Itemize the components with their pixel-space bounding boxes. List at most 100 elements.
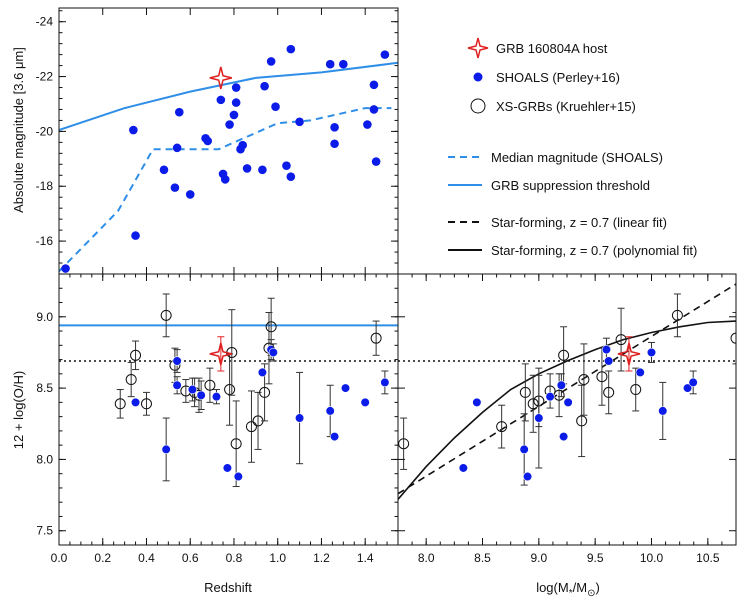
bottom-right-xtick-label: 10.5 xyxy=(696,551,720,565)
bottom-left-ytick-label: 9.0 xyxy=(36,310,53,324)
top-left-shoals-point xyxy=(369,105,379,114)
top-left-shoals-point xyxy=(172,143,182,153)
bottom-right-shoals-point xyxy=(688,377,698,388)
bottom-left-shoals-point xyxy=(211,392,222,402)
bottom-right-grb-host-star xyxy=(617,342,641,366)
top-left-shoals-point xyxy=(231,83,241,92)
top-left-shoals-point xyxy=(170,183,180,192)
bottom-right-xtick-label: 10.0 xyxy=(640,551,664,565)
top-left-shoals-point xyxy=(286,44,296,54)
bottom-left-shoals-point xyxy=(360,397,370,407)
bottom-left-xsgrb-point xyxy=(160,309,172,321)
top-left-shoals-point xyxy=(295,117,304,127)
top-left-shoals-point xyxy=(129,125,138,135)
bottom-left-shoals-point xyxy=(172,356,182,366)
bottom-right-xsgrb-point xyxy=(576,415,588,427)
bottom-left-shoals-point xyxy=(233,471,243,482)
bottom-right-shoals-point xyxy=(658,406,668,416)
bottom-right-xtick-label: 9.5 xyxy=(587,551,604,565)
bottom-left-xsgrb-point xyxy=(130,349,142,361)
bottom-left-xsgrb-point xyxy=(259,386,271,398)
top-left-shoals-point xyxy=(380,50,390,59)
top-left-shoals-point xyxy=(229,110,239,120)
legend-item: Star-forming, z = 0.7 (polynomial fit) xyxy=(448,243,697,258)
bottom-right-shoals-point xyxy=(646,347,657,358)
x-axis-title-redshift: Redshift xyxy=(204,580,252,595)
legend-item: XS-GRBs (Kruehler+15) xyxy=(470,98,636,114)
bottom-right-xsgrb-point xyxy=(496,421,508,433)
bottom-right-xsgrb-point xyxy=(578,374,590,386)
bottom-right-plot-area xyxy=(398,283,736,500)
top-left-shoals-point xyxy=(271,102,280,112)
bottom-left-shoals-point xyxy=(187,384,198,395)
legend-item: GRB 160804A host xyxy=(467,37,608,59)
bottom-right-xsgrb-point xyxy=(671,309,683,321)
top-left-grb-host-star xyxy=(209,66,232,90)
bottom-right-xsgrb-point xyxy=(730,332,736,344)
top-left-shoals-point xyxy=(185,190,195,199)
bottom-right-shoals-point xyxy=(556,380,566,390)
bottom-left-xsgrb-point xyxy=(230,438,242,450)
bottom-right-shoals-point xyxy=(472,397,482,407)
top-left-shoals-point xyxy=(369,80,379,90)
top-left-shoals-point xyxy=(339,59,348,69)
bottom-right-shoals-point xyxy=(545,392,555,402)
bottom-left-grb-host-star xyxy=(209,342,232,366)
legend-label: SHOALS (Perley+16) xyxy=(496,70,620,85)
top-left-ytick-label: -20 xyxy=(36,124,54,138)
legend: GRB 160804A host SHOALS (Perley+16) XS-GRB… xyxy=(448,37,697,258)
bottom-left-shoals-point xyxy=(196,390,206,400)
top-left-ytick-label: -24 xyxy=(36,15,54,29)
bottom-left-xsgrb-point xyxy=(224,384,236,396)
bottom-left-shoals-point xyxy=(294,413,305,423)
bottom-right-xsgrb-point xyxy=(603,386,615,398)
bottom-right-series-line xyxy=(398,320,736,500)
bottom-left-shoals-point xyxy=(325,406,335,416)
bottom-left-ytick-label: 7.5 xyxy=(36,524,53,538)
top-left-series-line xyxy=(59,61,398,131)
bottom-left-xtick-label: 0.4 xyxy=(138,551,155,565)
bottom-right-shoals-point xyxy=(522,471,533,482)
top-left-shoals-point xyxy=(266,57,276,66)
bottom-right-shoals-point xyxy=(682,383,693,393)
top-left-shoals-point xyxy=(231,98,241,107)
top-left-shoals-point xyxy=(371,157,381,166)
bottom-left-plot-area xyxy=(59,293,398,488)
bottom-left-shoals-point xyxy=(161,444,171,455)
y-axis-title-top: Absolute magnitude [3.6 μm] xyxy=(11,47,26,213)
legend-star-marker xyxy=(467,37,489,59)
legend-open-marker xyxy=(470,98,486,114)
top-left-shoals-point xyxy=(325,59,335,69)
legend-label: Star-forming, z = 0.7 (polynomial fit) xyxy=(491,243,697,258)
legend-label: Median magnitude (SHOALS) xyxy=(491,150,663,165)
top-left-shoals-point xyxy=(258,165,267,175)
bottom-left-shoals-point xyxy=(380,377,390,388)
panel-bottom-right: 8.0 8.5 9.0 9.5 10.0 10.5 xyxy=(397,273,737,565)
legend-label: Star-forming, z = 0.7 (linear fit) xyxy=(491,215,667,230)
bottom-left-xtick-label: 0.8 xyxy=(226,551,243,565)
bottom-right-xtick-label: 8.5 xyxy=(474,551,491,565)
top-left-ytick-label: -18 xyxy=(36,179,54,193)
bottom-left-xsgrb-point xyxy=(114,398,126,410)
bottom-right-shoals-point xyxy=(458,463,468,473)
bottom-left-xsgrb-point xyxy=(204,379,216,391)
bottom-left-shoals-point xyxy=(268,347,278,358)
panel-bottom-left: 7.5 8.0 8.5 9.0 0.0 0.2 0.4 0.6 0.8 1.0 1.2 1.4 xyxy=(36,273,399,565)
top-left-ytick-label: -16 xyxy=(36,234,54,248)
bottom-left-xsgrb-point xyxy=(265,321,277,333)
bottom-right-shoals-point xyxy=(534,413,544,423)
top-left-shoals-point xyxy=(286,172,296,181)
bottom-left-shoals-point xyxy=(130,397,141,407)
y-axis-title-bottom: 12 + log(O/H) xyxy=(11,371,26,449)
bottom-left-xsgrb-point xyxy=(370,332,382,344)
legend-label: GRB 160804A host xyxy=(496,41,608,56)
top-left-shoals-point xyxy=(330,122,339,132)
top-left-shoals-point xyxy=(242,164,252,173)
bottom-left-xtick-label: 1.4 xyxy=(357,551,374,565)
legend-item: SHOALS (Perley+16) xyxy=(473,70,620,85)
bottom-right-shoals-point xyxy=(559,432,569,442)
top-left-shoals-point xyxy=(225,120,234,129)
bottom-right-shoals-point xyxy=(604,356,614,366)
top-left-shoals-point xyxy=(131,231,140,240)
